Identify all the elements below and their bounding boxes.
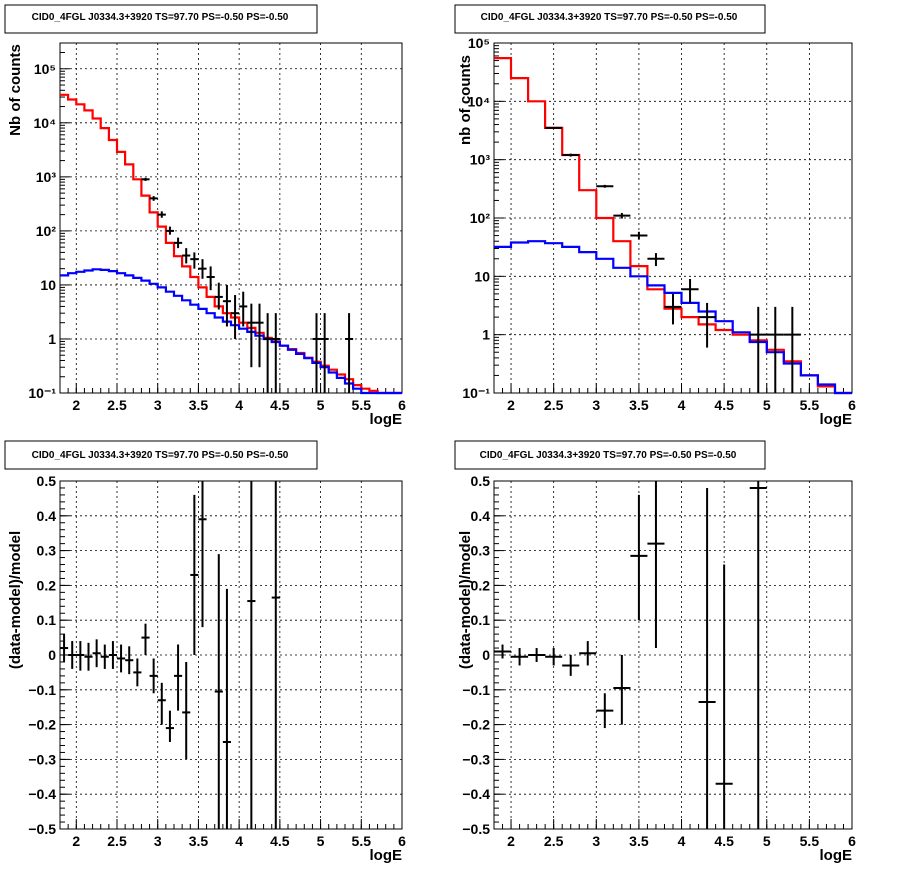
x-tick-label: 4	[678, 833, 686, 849]
x-tick-label: 6	[398, 833, 406, 849]
x-tick-label: 3	[154, 397, 162, 413]
x-tick-label: 5.5	[352, 833, 372, 849]
x-tick-label: 2	[72, 397, 80, 413]
y-tick-label: 10⁻¹	[462, 385, 490, 401]
y-tick-label: 0.5	[471, 473, 491, 489]
x-tick-label: 5.5	[800, 397, 820, 413]
y-tick-label: 10³	[470, 152, 491, 168]
y-tick-label: −0.3	[28, 751, 56, 767]
x-tick-label: 3.5	[189, 833, 209, 849]
plot-frame	[493, 480, 853, 830]
y-tick-label: 0.4	[37, 508, 57, 524]
title-box	[4, 4, 318, 34]
title-box	[4, 440, 318, 470]
y-tick-label: 0.1	[471, 612, 491, 628]
x-tick-label: 5.5	[352, 397, 372, 413]
plot-frame	[493, 42, 853, 394]
x-tick-label: 3.5	[629, 397, 649, 413]
y-tick-label: 10	[474, 268, 490, 284]
panel-top-left: CID0_4FGL J0334.3+3920 TS=97.70 PS=-0.50…	[4, 4, 406, 428]
y-tick-label: −0.4	[28, 786, 56, 802]
chart-title: CID0_4FGL J0334.3+3920 TS=97.70 PS=-0.50…	[480, 450, 737, 461]
panel-top-right: CID0_4FGL J0334.3+3920 TS=97.70 PS=-0.50…	[454, 4, 856, 428]
y-tick-label: 10²	[470, 210, 491, 226]
x-tick-label: 6	[848, 833, 856, 849]
y-tick-label: −0.4	[462, 786, 490, 802]
y-tick-label: −0.3	[462, 751, 490, 767]
y-tick-label: 1	[482, 327, 490, 343]
y-axis-label: nb of counts	[457, 55, 474, 145]
y-tick-label: 0.5	[37, 473, 57, 489]
x-tick-label: 3	[154, 833, 162, 849]
y-tick-label: 0	[48, 647, 56, 663]
title-box	[454, 440, 766, 470]
y-tick-label: −0.2	[462, 717, 490, 733]
plot-frame	[59, 42, 403, 394]
y-tick-label: 10⁵	[34, 61, 56, 77]
x-axis-label: logE	[370, 411, 403, 428]
x-tick-label: 5	[763, 397, 771, 413]
panel-bottom-left: CID0_4FGL J0334.3+3920 TS=97.70 PS=-0.50…	[4, 440, 406, 864]
x-axis-label: logE	[820, 847, 853, 864]
x-tick-label: 2	[507, 833, 515, 849]
x-tick-label: 4	[235, 833, 243, 849]
y-tick-label: 1	[48, 331, 56, 347]
title-box	[454, 4, 766, 34]
y-tick-label: 10	[40, 277, 56, 293]
x-tick-label: 6	[848, 397, 856, 413]
x-tick-label: 5	[763, 833, 771, 849]
y-tick-label: 10²	[36, 223, 57, 239]
chart-title: CID0_4FGL J0334.3+3920 TS=97.70 PS=-0.50…	[32, 12, 289, 23]
x-tick-label: 4	[678, 397, 686, 413]
x-axis-label: logE	[820, 411, 853, 428]
x-tick-label: 4.5	[270, 397, 290, 413]
y-tick-label: 0.3	[471, 543, 491, 559]
y-tick-label: −0.5	[28, 821, 56, 837]
y-axis-label: (data-model)/model	[7, 531, 24, 669]
x-tick-label: 3	[592, 833, 600, 849]
y-tick-label: 10⁴	[34, 115, 57, 131]
y-tick-label: 0.1	[37, 612, 57, 628]
x-tick-label: 5	[317, 833, 325, 849]
chart-title: CID0_4FGL J0334.3+3920 TS=97.70 PS=-0.50…	[32, 450, 289, 461]
y-axis-label: (data-model)/model	[457, 531, 474, 669]
y-axis-label: Nb of counts	[7, 44, 24, 136]
y-tick-label: 10³	[36, 169, 57, 185]
x-tick-label: 2.5	[107, 833, 127, 849]
x-tick-label: 5	[317, 397, 325, 413]
x-tick-label: 4	[235, 397, 243, 413]
y-tick-label: −0.2	[28, 717, 56, 733]
x-tick-label: 2.5	[544, 397, 564, 413]
y-tick-label: 0.3	[37, 543, 57, 559]
x-tick-label: 5.5	[800, 833, 820, 849]
x-tick-label: 3.5	[629, 833, 649, 849]
x-tick-label: 2	[72, 833, 80, 849]
y-tick-label: 0.2	[37, 577, 57, 593]
series-step-line	[494, 240, 852, 395]
y-tick-label: −0.5	[462, 821, 490, 837]
x-tick-label: 4.5	[714, 397, 734, 413]
x-tick-label: 3.5	[189, 397, 209, 413]
chart-title: CID0_4FGL J0334.3+3920 TS=97.70 PS=-0.50…	[481, 12, 738, 23]
x-tick-label: 6	[398, 397, 406, 413]
y-tick-label: −0.1	[28, 682, 56, 698]
y-tick-label: 0.2	[471, 577, 491, 593]
y-tick-label: 0	[482, 647, 490, 663]
panel-bottom-right: CID0_4FGL J0334.3+3920 TS=97.70 PS=-0.50…	[454, 440, 856, 864]
y-tick-label: 0.4	[471, 508, 491, 524]
x-tick-label: 4.5	[714, 833, 734, 849]
y-tick-label: −0.1	[462, 682, 490, 698]
x-tick-label: 2	[507, 397, 515, 413]
y-tick-label: 10⁻¹	[28, 385, 56, 401]
x-axis-label: logE	[370, 847, 403, 864]
y-tick-label: 10⁴	[468, 93, 491, 109]
x-tick-label: 3	[592, 397, 600, 413]
x-tick-label: 2.5	[544, 833, 564, 849]
y-tick-label: 10⁵	[468, 35, 490, 51]
x-tick-label: 2.5	[107, 397, 127, 413]
x-tick-label: 4.5	[270, 833, 290, 849]
series-step-line	[60, 268, 402, 395]
